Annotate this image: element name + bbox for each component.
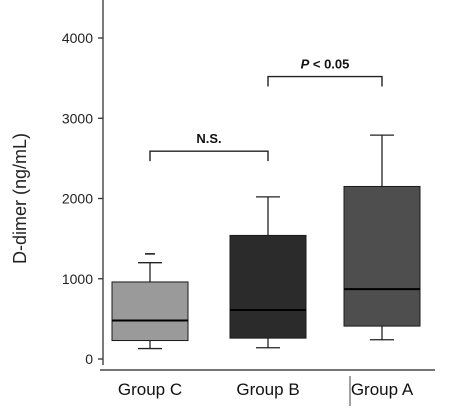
category-label: Group B (236, 380, 299, 399)
bracket-line (149, 150, 269, 162)
y-tick-label: 2000 (62, 191, 93, 207)
p-threshold: < 0.05 (309, 57, 349, 72)
y-tick-label: 1000 (62, 271, 93, 287)
y-axis-title: D-dimer (ng/mL) (10, 133, 30, 264)
significance-bracket: P < 0.05 (267, 57, 383, 87)
y-tick-label: 4000 (62, 30, 93, 46)
y-tick-label: 0 (85, 351, 93, 367)
box-group-c (111, 253, 189, 350)
category-label: Group A (351, 380, 414, 399)
axes: 0 1000 2000 3000 4000 D-dimer (ng/mL) Group C G… (10, 0, 435, 406)
category-label: Group C (118, 380, 182, 399)
bracket-line (267, 75, 383, 87)
iqr-box (229, 234, 307, 339)
p-symbol: P (301, 57, 310, 72)
boxes (111, 134, 421, 350)
box-group-a (343, 134, 421, 341)
significance-annotations: N.S. P < 0.05 (149, 57, 383, 162)
box-group-b (229, 196, 307, 349)
y-tick-label: 3000 (62, 110, 93, 126)
significance-bracket: N.S. (149, 131, 269, 162)
significance-label: P < 0.05 (301, 57, 350, 72)
iqr-box (343, 185, 421, 327)
significance-label: N.S. (196, 131, 221, 146)
iqr-box (111, 281, 189, 342)
